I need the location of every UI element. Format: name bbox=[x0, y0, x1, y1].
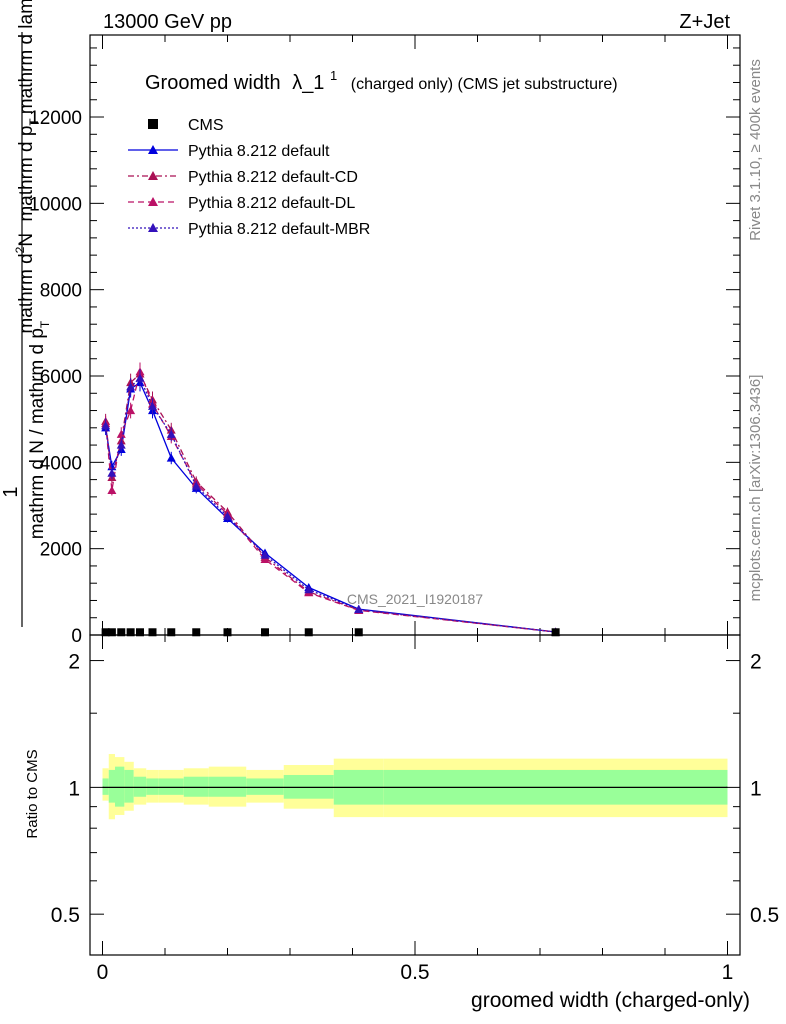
y-tick-label: 2000 bbox=[40, 540, 82, 561]
ratio-tick-label: 0.5 bbox=[51, 904, 80, 927]
title-suffix: (charged only) (CMS jet substructure) bbox=[351, 76, 618, 93]
cms-point bbox=[261, 628, 269, 637]
cms-point bbox=[148, 628, 157, 637]
series-point bbox=[126, 382, 136, 391]
series-point bbox=[107, 468, 117, 477]
cms-point bbox=[223, 628, 232, 637]
ratio-inner-band bbox=[183, 776, 209, 797]
series-point bbox=[166, 453, 176, 462]
series-point bbox=[135, 373, 145, 382]
ratio-tick-label-right: 2 bbox=[750, 651, 762, 674]
main-series bbox=[101, 362, 561, 637]
series-point bbox=[166, 429, 176, 438]
x-tick-label: 0 bbox=[97, 961, 109, 984]
cms-point bbox=[107, 628, 116, 637]
cms-point bbox=[304, 628, 313, 637]
energy-label: 13000 GeV pp bbox=[103, 11, 232, 33]
cms-point bbox=[126, 628, 135, 637]
legend: CMS Pythia 8.212 default Pythia 8.212 defa… bbox=[128, 117, 370, 238]
ratio-frame bbox=[89, 634, 741, 956]
chart-title: Groomed width λ_1 1 (charged only) (CMS … bbox=[145, 63, 618, 94]
x-tick-label: 1 bbox=[722, 961, 734, 984]
ylabel-numerator: mathrm d2N mathrm d pTmathrm d lambda bbox=[13, 0, 41, 334]
y-tick-label: 0 bbox=[71, 626, 82, 647]
series-point bbox=[101, 421, 111, 430]
legend-label: Pythia 8.212 default-MBR bbox=[188, 221, 370, 238]
main-y-axis-label: 1 mathrm d2N mathrm d pTmathrm d lambda … bbox=[0, 0, 52, 627]
y-tick-label: 12000 bbox=[29, 108, 82, 129]
analysis-watermark: CMS_2021_I1920187 bbox=[347, 591, 483, 607]
mcplots-label: mcplots.cern.ch [arXiv:1306.3436] bbox=[747, 375, 764, 602]
main-panel: CMS_2021_I1920187 0 2000 4000 6000 8000 10000… bbox=[0, 0, 741, 647]
series-point bbox=[260, 554, 270, 564]
ylabel-denominator: mathrm d N / mathrm d pT bbox=[27, 320, 52, 539]
x-tick-label: 0.5 bbox=[400, 961, 429, 984]
series-point bbox=[116, 429, 126, 438]
series-line-3 bbox=[104, 369, 556, 633]
series-line-4 bbox=[104, 377, 556, 633]
y-tick-label: 8000 bbox=[40, 281, 82, 302]
ratio-y-tick-labels: 0.5 0.5 1 1 2 2 bbox=[51, 651, 779, 928]
y-tick-label: 4000 bbox=[40, 453, 82, 474]
ratio-inner-band bbox=[146, 778, 159, 795]
ratio-y-axis-label: Ratio to CMS bbox=[24, 749, 41, 838]
series-line-1 bbox=[104, 381, 556, 633]
legend-label: CMS bbox=[188, 117, 224, 134]
y-tick-label: 6000 bbox=[40, 367, 82, 388]
series-point bbox=[107, 485, 117, 494]
ratio-inner-band bbox=[115, 766, 125, 807]
ratio-bands bbox=[102, 754, 728, 820]
ratio-ticks bbox=[90, 635, 740, 955]
series-point bbox=[116, 440, 126, 449]
series-point bbox=[223, 511, 232, 520]
legend-label: Pythia 8.212 default bbox=[188, 143, 330, 160]
legend-marker bbox=[148, 223, 158, 232]
x-axis-label: groomed width (charged-only) bbox=[471, 989, 750, 1012]
legend-marker bbox=[148, 197, 158, 206]
ratio-inner-band bbox=[108, 769, 115, 803]
series-point bbox=[191, 481, 201, 490]
process-label: Z+Jet bbox=[679, 11, 730, 33]
series-point bbox=[304, 585, 314, 594]
title-text: Groomed width bbox=[145, 72, 281, 94]
ratio-inner-band bbox=[246, 778, 284, 795]
main-y-tick-labels: 0 2000 4000 6000 8000 10000 12000 bbox=[29, 108, 82, 647]
title-superscript: 1 bbox=[330, 68, 337, 83]
cms-point bbox=[192, 628, 201, 637]
legend-marker bbox=[148, 171, 158, 180]
cms-point bbox=[117, 628, 126, 637]
ratio-tick-label-right: 0.5 bbox=[750, 904, 779, 927]
series-point bbox=[148, 401, 157, 410]
ratio-panel: 0.5 0.51 12 2 0 0.5 1 Ratio to CMS groomed wi… bbox=[24, 634, 779, 1012]
series-point bbox=[354, 605, 364, 614]
cms-point bbox=[354, 628, 363, 637]
title-symbol: λ_1 bbox=[292, 72, 324, 94]
cms-point bbox=[551, 628, 560, 637]
ratio-inner-band bbox=[102, 778, 109, 795]
series-point bbox=[260, 550, 270, 559]
ratio-inner-band bbox=[124, 769, 134, 803]
ratio-inner-band bbox=[133, 776, 147, 797]
ratio-tick-label: 2 bbox=[68, 651, 80, 674]
legend-label: Pythia 8.212 default-CD bbox=[188, 169, 358, 186]
legend-marker-cms bbox=[148, 119, 158, 129]
series-point bbox=[126, 406, 136, 415]
legend-marker bbox=[148, 145, 158, 154]
x-tick-labels: 0 0.5 1 bbox=[97, 961, 734, 984]
ratio-tick-label: 1 bbox=[68, 777, 80, 800]
cms-point bbox=[136, 628, 144, 637]
ylabel-one: 1 bbox=[0, 486, 22, 497]
cms-point bbox=[167, 628, 176, 637]
rivet-label: Rivet 3.1.10, ≥ 400k events bbox=[747, 59, 764, 241]
y-tick-label: 10000 bbox=[29, 194, 82, 215]
series-line-2 bbox=[104, 372, 556, 633]
cms-point bbox=[101, 628, 110, 637]
ratio-inner-band bbox=[208, 776, 247, 797]
ratio-inner-band bbox=[158, 778, 184, 795]
legend-label: Pythia 8.212 default-DL bbox=[188, 195, 355, 212]
ratio-tick-label-right: 1 bbox=[750, 777, 762, 800]
